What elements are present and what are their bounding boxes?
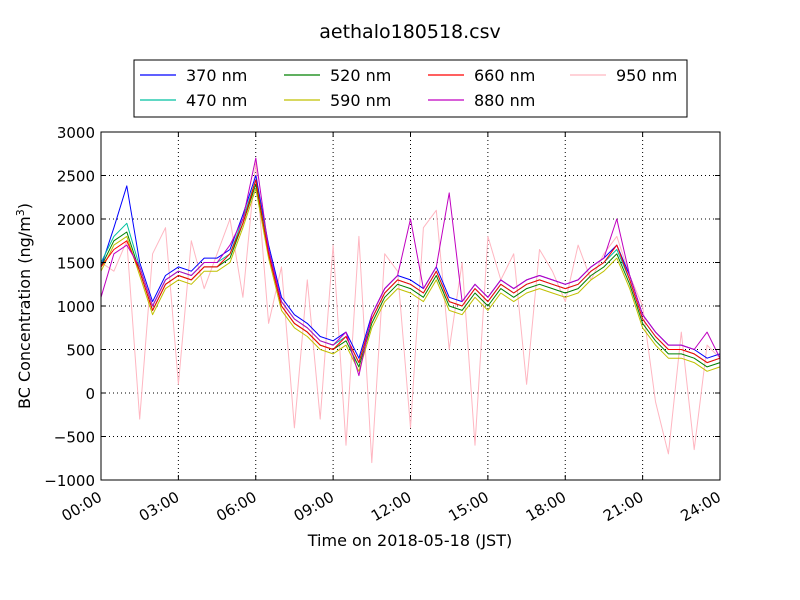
- legend-label: 520 nm: [330, 66, 391, 85]
- legend-label: 660 nm: [474, 66, 535, 85]
- series-line-950-nm: [100, 161, 721, 464]
- y-axis-label: BC Concentration (ng/m3): [14, 203, 34, 409]
- series-line-660-nm: [100, 179, 721, 364]
- y-tick-label: −1000: [44, 472, 95, 490]
- y-axis-label-end: ): [15, 203, 34, 209]
- y-tick-label: 0: [85, 385, 95, 403]
- y-axis-label-main: BC Concentration (ng/m: [15, 216, 34, 409]
- legend-label: 950 nm: [616, 66, 677, 85]
- series-line-590-nm: [100, 188, 721, 372]
- series-line-880-nm: [100, 157, 721, 377]
- y-tick-label: 1000: [57, 298, 95, 316]
- plot-frame: [100, 131, 721, 481]
- legend-frame: [133, 59, 688, 118]
- y-tick-label: 2000: [57, 211, 95, 229]
- legend-label: 880 nm: [474, 91, 535, 110]
- legend-label: 470 nm: [186, 91, 247, 110]
- legend: 370 nm 470 nm 520 nm 590 nm 660 nm 880 nm 950 …: [133, 59, 688, 118]
- y-tick-label: 2500: [57, 168, 95, 186]
- legend-label: 590 nm: [330, 91, 391, 110]
- y-tick-label: 3000: [57, 124, 95, 142]
- y-tick-label: 500: [66, 342, 95, 360]
- x-axis-label: Time on 2018-05-18 (JST): [307, 531, 512, 550]
- series-layer: [100, 157, 721, 464]
- chart-title: aethalo180518.csv: [319, 21, 501, 43]
- y-axis-label-sup: 3: [14, 209, 27, 216]
- y-tick-label: −500: [54, 429, 95, 447]
- y-tick-label: 1500: [57, 255, 95, 273]
- legend-label: 370 nm: [186, 66, 247, 85]
